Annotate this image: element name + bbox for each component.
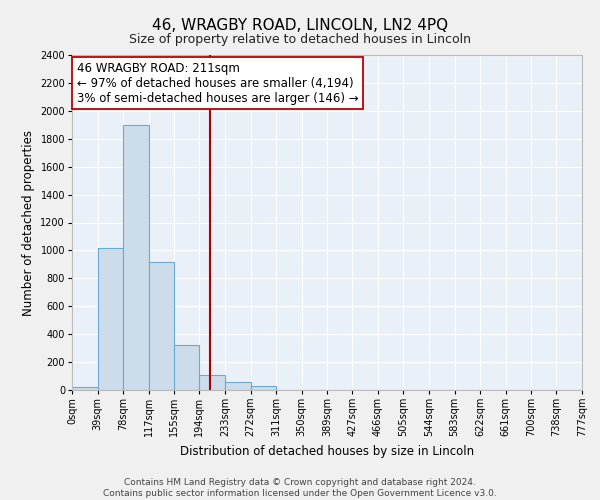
Text: Contains HM Land Registry data © Crown copyright and database right 2024.
Contai: Contains HM Land Registry data © Crown c…: [103, 478, 497, 498]
Bar: [174, 346, 199, 390]
Bar: [199, 376, 225, 390]
Text: 46 WRAGBY ROAD: 211sqm
← 97% of detached houses are smaller (4,194)
3% of semi-d: 46 WRAGBY ROAD: 211sqm ← 97% of detached…: [77, 62, 359, 104]
Text: 46, WRAGBY ROAD, LINCOLN, LN2 4PQ: 46, WRAGBY ROAD, LINCOLN, LN2 4PQ: [152, 18, 448, 32]
Bar: [149, 262, 174, 390]
Bar: [72, 387, 98, 390]
Bar: [251, 386, 276, 390]
X-axis label: Distribution of detached houses by size in Lincoln: Distribution of detached houses by size …: [180, 445, 474, 458]
Text: Size of property relative to detached houses in Lincoln: Size of property relative to detached ho…: [129, 32, 471, 46]
Y-axis label: Number of detached properties: Number of detached properties: [22, 130, 35, 316]
Bar: [123, 125, 149, 390]
Bar: [225, 382, 251, 390]
Bar: [98, 248, 123, 390]
